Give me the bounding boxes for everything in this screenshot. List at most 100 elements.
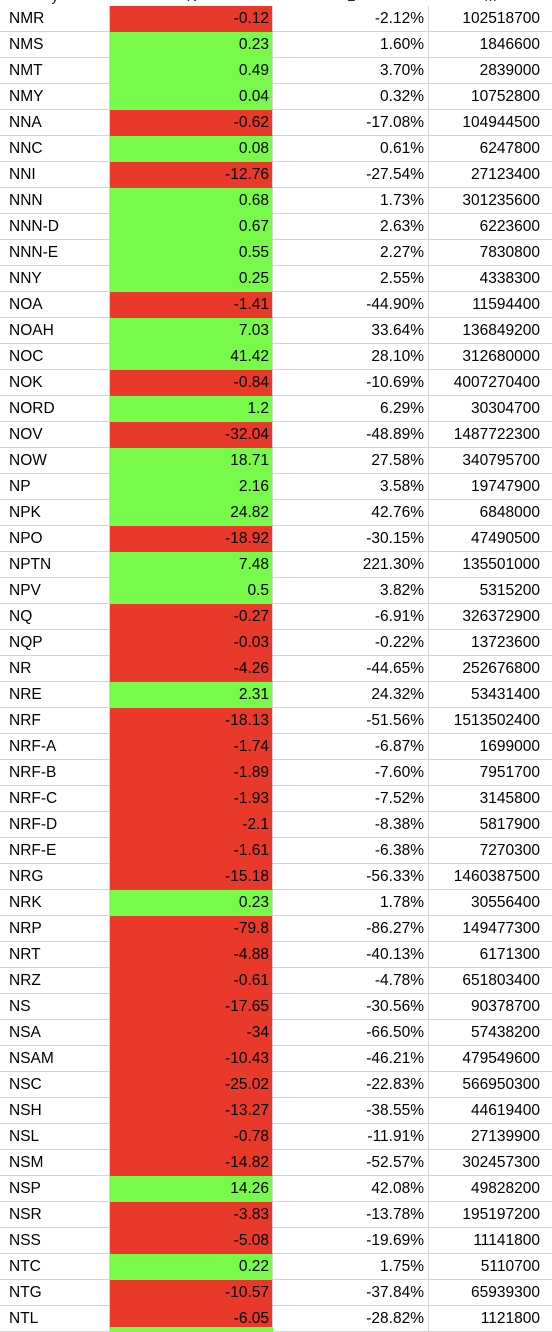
change-cell[interactable]: 0.04 [110,84,273,110]
percent-change-cell[interactable]: -37.84% [273,1280,429,1306]
percent-change-cell[interactable]: 2.27% [273,240,429,266]
symbol-cell[interactable]: NSR [0,1202,110,1228]
volume-cell[interactable]: 30556400 [429,890,552,916]
symbol-cell[interactable]: NMR [0,6,110,32]
percent-change-cell[interactable]: 1.60% [273,32,429,58]
percent-change-cell[interactable]: -7.52% [273,786,429,812]
change-cell[interactable]: 24.82 [110,500,273,526]
change-cell[interactable]: -2.1 [110,812,273,838]
symbol-cell[interactable]: NRT [0,942,110,968]
symbol-cell[interactable]: NOA [0,292,110,318]
volume-cell[interactable]: 252676800 [429,656,552,682]
volume-cell[interactable]: 47490500 [429,526,552,552]
symbol-cell[interactable]: NNA [0,110,110,136]
change-cell[interactable]: -0.61 [110,968,273,994]
volume-cell[interactable]: 6171300 [429,942,552,968]
volume-cell[interactable]: 1487722300 [429,422,552,448]
symbol-cell[interactable]: NORD [0,396,110,422]
symbol-cell[interactable]: NRF-C [0,786,110,812]
symbol-cell[interactable]: NMY [0,84,110,110]
volume-cell[interactable]: 104944500 [429,110,552,136]
volume-cell[interactable]: 1699000 [429,734,552,760]
change-cell[interactable]: 0.55 [110,240,273,266]
percent-change-cell[interactable]: -11.91% [273,1124,429,1150]
percent-change-cell[interactable]: -6.91% [273,604,429,630]
column-header-l[interactable]: L [273,0,429,6]
change-cell[interactable]: 0.25 [110,266,273,292]
symbol-cell[interactable]: NPV [0,578,110,604]
change-cell[interactable]: -0.27 [110,604,273,630]
symbol-cell[interactable]: NNY [0,266,110,292]
change-cell[interactable]: 1.2 [110,396,273,422]
percent-change-cell[interactable]: -2.12% [273,6,429,32]
change-cell[interactable]: 0.5 [110,578,273,604]
symbol-cell[interactable]: NP [0,474,110,500]
change-cell[interactable]: -0.62 [110,110,273,136]
symbol-cell[interactable]: NTC [0,1254,110,1280]
percent-change-cell[interactable]: -6.87% [273,734,429,760]
volume-cell[interactable]: 102518700 [429,6,552,32]
volume-cell[interactable]: 13723600 [429,630,552,656]
volume-cell[interactable]: 27123400 [429,162,552,188]
symbol-cell[interactable]: NOAH [0,318,110,344]
volume-cell[interactable]: 2839000 [429,58,552,84]
percent-change-cell[interactable]: -46.21% [273,1046,429,1072]
change-cell[interactable]: 0.08 [110,136,273,162]
volume-cell[interactable]: 19747900 [429,474,552,500]
symbol-cell[interactable]: NRF-B [0,760,110,786]
symbol-cell[interactable]: NNN-E [0,240,110,266]
change-cell[interactable]: -14.82 [110,1150,273,1176]
change-cell[interactable]: -79.8 [110,916,273,942]
change-cell[interactable]: 0.23 [110,32,273,58]
percent-change-cell[interactable]: -17.08% [273,110,429,136]
change-cell[interactable]: 41.42 [110,344,273,370]
volume-cell[interactable]: 1460387500 [429,864,552,890]
percent-change-cell[interactable]: 6.29% [273,396,429,422]
symbol-cell[interactable]: NNN [0,188,110,214]
symbol-cell[interactable]: NMS [0,32,110,58]
volume-cell[interactable]: 7270300 [429,838,552,864]
change-cell[interactable]: -1.74 [110,734,273,760]
percent-change-cell[interactable]: 2.55% [273,266,429,292]
symbol-cell[interactable]: NOK [0,370,110,396]
symbol-cell[interactable]: NRK [0,890,110,916]
change-cell[interactable]: -13.27 [110,1098,273,1124]
percent-change-cell[interactable]: 42.76% [273,500,429,526]
percent-change-cell[interactable]: -51.56% [273,708,429,734]
symbol-cell[interactable]: NTG [0,1280,110,1306]
volume-cell[interactable]: 6848000 [429,500,552,526]
percent-change-cell[interactable]: 27.58% [273,448,429,474]
symbol-cell[interactable]: NSP [0,1176,110,1202]
volume-cell[interactable]: 195197200 [429,1202,552,1228]
volume-cell[interactable]: 1846600 [429,32,552,58]
change-cell[interactable]: -32.04 [110,422,273,448]
symbol-cell[interactable]: NSAM [0,1046,110,1072]
percent-change-cell[interactable]: -38.55% [273,1098,429,1124]
column-header-j[interactable]: y [0,0,110,6]
percent-change-cell[interactable]: -7.60% [273,760,429,786]
column-header-m[interactable]: M [429,0,552,6]
symbol-cell[interactable]: NRF-A [0,734,110,760]
percent-change-cell[interactable]: 33.64% [273,318,429,344]
volume-cell[interactable]: 326372900 [429,604,552,630]
change-cell[interactable]: -18.92 [110,526,273,552]
symbol-cell[interactable]: NRF [0,708,110,734]
percent-change-cell[interactable]: -44.65% [273,656,429,682]
change-cell[interactable]: -4.88 [110,942,273,968]
symbol-cell[interactable]: NTL [0,1306,110,1332]
volume-cell[interactable]: 7951700 [429,760,552,786]
symbol-cell[interactable]: NQ [0,604,110,630]
percent-change-cell[interactable]: 0.32% [273,84,429,110]
change-cell[interactable]: -1.41 [110,292,273,318]
change-cell[interactable]: -0.03 [110,630,273,656]
percent-change-cell[interactable]: -0.22% [273,630,429,656]
percent-change-cell[interactable]: -10.69% [273,370,429,396]
symbol-cell[interactable]: NNC [0,136,110,162]
symbol-cell[interactable]: NNN-D [0,214,110,240]
change-cell[interactable]: -0.78 [110,1124,273,1150]
change-cell[interactable]: -34 [110,1020,273,1046]
percent-change-cell[interactable]: -13.78% [273,1202,429,1228]
volume-cell[interactable]: 11141800 [429,1228,552,1254]
percent-change-cell[interactable]: 3.82% [273,578,429,604]
symbol-cell[interactable]: NNI [0,162,110,188]
